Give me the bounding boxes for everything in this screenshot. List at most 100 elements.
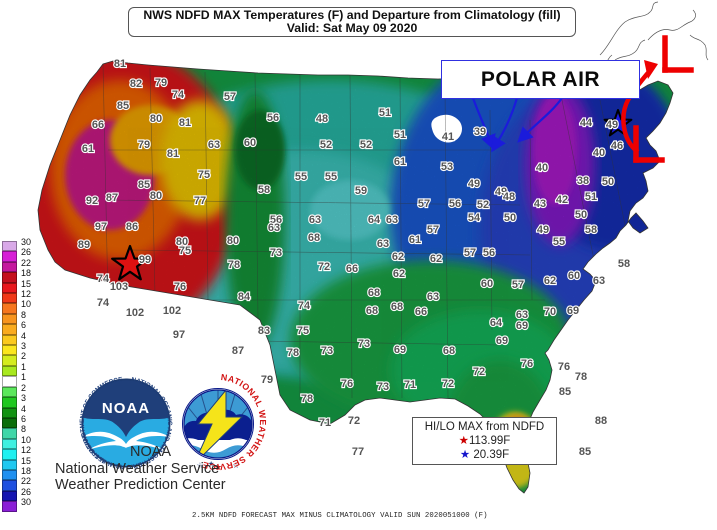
svg-text:82: 82 <box>130 78 142 90</box>
svg-text:68: 68 <box>368 287 380 299</box>
svg-text:85: 85 <box>117 100 129 112</box>
svg-text:102: 102 <box>126 307 144 319</box>
svg-text:68: 68 <box>391 301 403 313</box>
svg-text:102: 102 <box>163 305 181 317</box>
svg-text:84: 84 <box>238 291 251 303</box>
svg-text:77: 77 <box>194 195 206 207</box>
svg-text:69: 69 <box>394 344 406 356</box>
svg-text:74: 74 <box>298 300 311 312</box>
svg-text:68: 68 <box>366 305 378 317</box>
svg-text:53: 53 <box>441 161 453 173</box>
svg-text:56: 56 <box>267 112 279 124</box>
svg-text:85: 85 <box>579 446 591 458</box>
svg-text:51: 51 <box>585 191 597 203</box>
svg-text:58: 58 <box>585 224 597 236</box>
svg-text:62: 62 <box>393 268 405 280</box>
svg-text:57: 57 <box>418 198 430 210</box>
svg-text:52: 52 <box>320 139 332 151</box>
svg-text:72: 72 <box>442 378 454 390</box>
svg-text:80: 80 <box>227 235 239 247</box>
svg-text:85: 85 <box>138 179 150 191</box>
svg-text:76: 76 <box>341 378 353 390</box>
svg-text:80: 80 <box>150 113 162 125</box>
svg-text:86: 86 <box>126 221 138 233</box>
svg-text:78: 78 <box>287 347 299 359</box>
svg-text:78: 78 <box>228 259 240 271</box>
svg-text:40: 40 <box>593 147 605 159</box>
svg-text:39: 39 <box>474 126 486 138</box>
svg-text:63: 63 <box>377 238 389 250</box>
svg-text:74: 74 <box>97 297 110 309</box>
svg-text:58: 58 <box>258 184 270 196</box>
svg-text:72: 72 <box>473 366 485 378</box>
svg-text:69: 69 <box>516 320 528 332</box>
svg-text:66: 66 <box>415 306 427 318</box>
svg-text:76: 76 <box>558 361 570 373</box>
svg-text:99: 99 <box>139 254 151 266</box>
svg-text:73: 73 <box>358 338 370 350</box>
svg-text:66: 66 <box>346 263 358 275</box>
svg-text:78: 78 <box>575 371 587 383</box>
svg-text:73: 73 <box>377 381 389 393</box>
svg-text:55: 55 <box>553 236 565 248</box>
svg-text:52: 52 <box>477 199 489 211</box>
svg-text:50: 50 <box>504 212 516 224</box>
svg-text:62: 62 <box>430 253 442 265</box>
svg-text:70: 70 <box>544 306 556 318</box>
svg-text:63: 63 <box>593 275 605 287</box>
svg-text:57: 57 <box>224 91 236 103</box>
svg-text:72: 72 <box>318 261 330 273</box>
svg-text:44: 44 <box>580 117 593 129</box>
svg-text:56: 56 <box>483 247 495 259</box>
svg-text:85: 85 <box>559 386 571 398</box>
svg-text:55: 55 <box>325 171 337 183</box>
svg-text:64: 64 <box>368 214 381 226</box>
svg-text:76: 76 <box>521 358 533 370</box>
svg-text:60: 60 <box>244 137 256 149</box>
svg-text:62: 62 <box>392 251 404 263</box>
svg-text:74: 74 <box>172 89 185 101</box>
svg-text:57: 57 <box>464 247 476 259</box>
svg-text:60: 60 <box>568 270 580 282</box>
svg-text:103: 103 <box>110 281 128 293</box>
svg-text:51: 51 <box>379 107 391 119</box>
svg-text:92: 92 <box>86 195 98 207</box>
svg-text:75: 75 <box>297 325 309 337</box>
svg-text:50: 50 <box>602 176 614 188</box>
svg-text:73: 73 <box>270 247 282 259</box>
svg-text:71: 71 <box>404 379 416 391</box>
svg-text:61: 61 <box>409 234 421 246</box>
svg-text:73: 73 <box>321 345 333 357</box>
svg-text:71: 71 <box>319 417 331 429</box>
svg-text:49: 49 <box>468 178 480 190</box>
svg-text:48: 48 <box>316 113 328 125</box>
svg-text:75: 75 <box>198 169 210 181</box>
svg-text:72: 72 <box>348 415 360 427</box>
svg-text:74: 74 <box>97 273 110 285</box>
svg-text:38: 38 <box>577 175 589 187</box>
svg-text:52: 52 <box>360 139 372 151</box>
svg-text:63: 63 <box>208 139 220 151</box>
svg-text:80: 80 <box>176 236 188 248</box>
svg-text:81: 81 <box>114 58 126 70</box>
svg-text:97: 97 <box>95 221 107 233</box>
svg-text:49: 49 <box>606 119 618 131</box>
svg-text:62: 62 <box>544 275 556 287</box>
svg-text:97: 97 <box>173 329 185 341</box>
svg-text:68: 68 <box>308 232 320 244</box>
svg-text:57: 57 <box>427 224 439 236</box>
svg-text:64: 64 <box>490 317 503 329</box>
svg-text:43: 43 <box>534 198 546 210</box>
svg-text:81: 81 <box>167 148 179 160</box>
svg-text:61: 61 <box>82 143 94 155</box>
svg-text:89: 89 <box>78 239 90 251</box>
svg-text:83: 83 <box>258 325 270 337</box>
svg-text:59: 59 <box>355 185 367 197</box>
svg-text:88: 88 <box>595 415 607 427</box>
svg-text:63: 63 <box>268 222 280 234</box>
svg-text:76: 76 <box>174 281 186 293</box>
svg-text:61: 61 <box>394 156 406 168</box>
svg-text:69: 69 <box>496 335 508 347</box>
svg-text:63: 63 <box>427 291 439 303</box>
svg-text:79: 79 <box>155 77 167 89</box>
